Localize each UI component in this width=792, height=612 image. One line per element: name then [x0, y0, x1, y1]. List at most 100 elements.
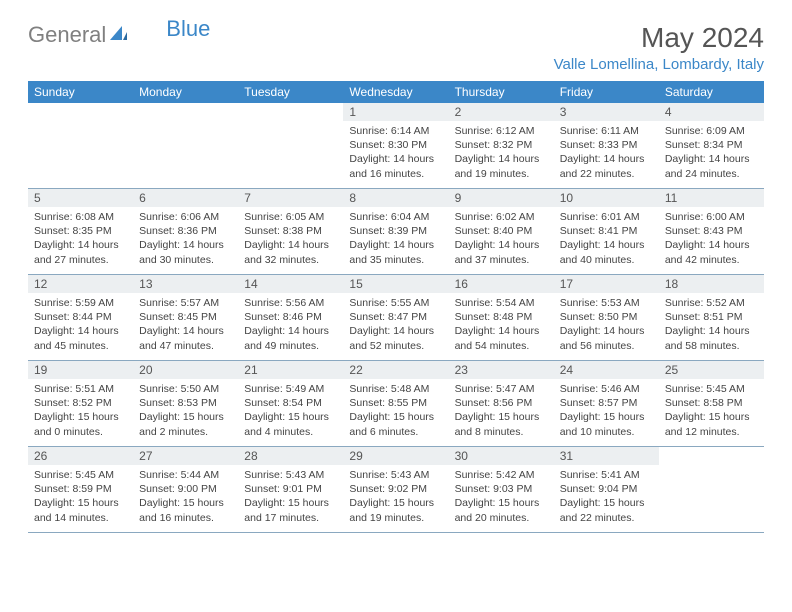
day-info: Sunrise: 6:04 AMSunset: 8:39 PMDaylight:…: [343, 207, 448, 273]
calendar-cell: 1Sunrise: 6:14 AMSunset: 8:30 PMDaylight…: [343, 103, 448, 189]
calendar-cell: 14Sunrise: 5:56 AMSunset: 8:46 PMDayligh…: [238, 275, 343, 361]
weekday-header: Wednesday: [343, 81, 448, 103]
calendar-cell: 30Sunrise: 5:42 AMSunset: 9:03 PMDayligh…: [449, 447, 554, 533]
day-info: Sunrise: 5:52 AMSunset: 8:51 PMDaylight:…: [659, 293, 764, 359]
day-info: Sunrise: 5:43 AMSunset: 9:01 PMDaylight:…: [238, 465, 343, 531]
calendar-cell: 7Sunrise: 6:05 AMSunset: 8:38 PMDaylight…: [238, 189, 343, 275]
day-number: 18: [659, 275, 764, 293]
day-number: 5: [28, 189, 133, 207]
day-number: 3: [554, 103, 659, 121]
weekday-header: Saturday: [659, 81, 764, 103]
title-block: May 2024 Valle Lomellina, Lombardy, Ital…: [554, 22, 764, 73]
calendar-cell: 17Sunrise: 5:53 AMSunset: 8:50 PMDayligh…: [554, 275, 659, 361]
calendar-cell: 4Sunrise: 6:09 AMSunset: 8:34 PMDaylight…: [659, 103, 764, 189]
day-info: Sunrise: 5:55 AMSunset: 8:47 PMDaylight:…: [343, 293, 448, 359]
calendar-cell: 25Sunrise: 5:45 AMSunset: 8:58 PMDayligh…: [659, 361, 764, 447]
calendar-cell: [238, 103, 343, 189]
day-info: Sunrise: 6:05 AMSunset: 8:38 PMDaylight:…: [238, 207, 343, 273]
calendar-cell: [659, 447, 764, 533]
calendar-cell: 15Sunrise: 5:55 AMSunset: 8:47 PMDayligh…: [343, 275, 448, 361]
day-info: Sunrise: 5:42 AMSunset: 9:03 PMDaylight:…: [449, 465, 554, 531]
day-info: Sunrise: 5:49 AMSunset: 8:54 PMDaylight:…: [238, 379, 343, 445]
day-info: Sunrise: 6:11 AMSunset: 8:33 PMDaylight:…: [554, 121, 659, 187]
calendar-cell: 6Sunrise: 6:06 AMSunset: 8:36 PMDaylight…: [133, 189, 238, 275]
day-number: 16: [449, 275, 554, 293]
day-number: 11: [659, 189, 764, 207]
day-number: 21: [238, 361, 343, 379]
calendar-cell: 5Sunrise: 6:08 AMSunset: 8:35 PMDaylight…: [28, 189, 133, 275]
header: General Blue May 2024 Valle Lomellina, L…: [28, 22, 764, 73]
day-info: Sunrise: 6:09 AMSunset: 8:34 PMDaylight:…: [659, 121, 764, 187]
calendar: SundayMondayTuesdayWednesdayThursdayFrid…: [28, 81, 764, 533]
calendar-body: 1Sunrise: 6:14 AMSunset: 8:30 PMDaylight…: [28, 103, 764, 533]
day-info: Sunrise: 5:50 AMSunset: 8:53 PMDaylight:…: [133, 379, 238, 445]
day-number: 8: [343, 189, 448, 207]
weekday-header: Friday: [554, 81, 659, 103]
day-info: Sunrise: 5:54 AMSunset: 8:48 PMDaylight:…: [449, 293, 554, 359]
calendar-cell: 13Sunrise: 5:57 AMSunset: 8:45 PMDayligh…: [133, 275, 238, 361]
logo: General Blue: [28, 22, 210, 48]
logo-text-general: General: [28, 22, 106, 48]
day-info: Sunrise: 5:44 AMSunset: 9:00 PMDaylight:…: [133, 465, 238, 531]
day-number: 26: [28, 447, 133, 465]
day-info: Sunrise: 6:06 AMSunset: 8:36 PMDaylight:…: [133, 207, 238, 273]
day-info: Sunrise: 5:48 AMSunset: 8:55 PMDaylight:…: [343, 379, 448, 445]
calendar-cell: 9Sunrise: 6:02 AMSunset: 8:40 PMDaylight…: [449, 189, 554, 275]
calendar-cell: 21Sunrise: 5:49 AMSunset: 8:54 PMDayligh…: [238, 361, 343, 447]
calendar-cell: 26Sunrise: 5:45 AMSunset: 8:59 PMDayligh…: [28, 447, 133, 533]
day-number: 14: [238, 275, 343, 293]
day-info: Sunrise: 5:41 AMSunset: 9:04 PMDaylight:…: [554, 465, 659, 531]
location: Valle Lomellina, Lombardy, Italy: [554, 56, 764, 73]
calendar-cell: 11Sunrise: 6:00 AMSunset: 8:43 PMDayligh…: [659, 189, 764, 275]
day-info: Sunrise: 6:02 AMSunset: 8:40 PMDaylight:…: [449, 207, 554, 273]
day-info: Sunrise: 5:57 AMSunset: 8:45 PMDaylight:…: [133, 293, 238, 359]
day-info: Sunrise: 6:01 AMSunset: 8:41 PMDaylight:…: [554, 207, 659, 273]
calendar-cell: 10Sunrise: 6:01 AMSunset: 8:41 PMDayligh…: [554, 189, 659, 275]
calendar-cell: 29Sunrise: 5:43 AMSunset: 9:02 PMDayligh…: [343, 447, 448, 533]
day-number: 17: [554, 275, 659, 293]
day-info: Sunrise: 6:00 AMSunset: 8:43 PMDaylight:…: [659, 207, 764, 273]
day-number: 25: [659, 361, 764, 379]
day-number: 7: [238, 189, 343, 207]
day-info: Sunrise: 6:12 AMSunset: 8:32 PMDaylight:…: [449, 121, 554, 187]
day-number: 2: [449, 103, 554, 121]
calendar-cell: [28, 103, 133, 189]
day-info: Sunrise: 6:08 AMSunset: 8:35 PMDaylight:…: [28, 207, 133, 273]
day-info: Sunrise: 5:45 AMSunset: 8:58 PMDaylight:…: [659, 379, 764, 445]
day-number: 31: [554, 447, 659, 465]
day-number: 28: [238, 447, 343, 465]
calendar-cell: 12Sunrise: 5:59 AMSunset: 8:44 PMDayligh…: [28, 275, 133, 361]
day-number: 29: [343, 447, 448, 465]
day-number: 27: [133, 447, 238, 465]
day-number: 22: [343, 361, 448, 379]
day-number: 15: [343, 275, 448, 293]
day-number: 23: [449, 361, 554, 379]
weekday-header: Sunday: [28, 81, 133, 103]
calendar-cell: 27Sunrise: 5:44 AMSunset: 9:00 PMDayligh…: [133, 447, 238, 533]
calendar-cell: 28Sunrise: 5:43 AMSunset: 9:01 PMDayligh…: [238, 447, 343, 533]
logo-sail-icon: [108, 22, 128, 48]
calendar-cell: 18Sunrise: 5:52 AMSunset: 8:51 PMDayligh…: [659, 275, 764, 361]
day-number: 13: [133, 275, 238, 293]
day-number: 30: [449, 447, 554, 465]
day-number: 20: [133, 361, 238, 379]
calendar-cell: [133, 103, 238, 189]
day-info: Sunrise: 5:45 AMSunset: 8:59 PMDaylight:…: [28, 465, 133, 531]
day-number: 19: [28, 361, 133, 379]
month-title: May 2024: [554, 22, 764, 54]
day-number: 9: [449, 189, 554, 207]
day-info: Sunrise: 5:56 AMSunset: 8:46 PMDaylight:…: [238, 293, 343, 359]
calendar-cell: 16Sunrise: 5:54 AMSunset: 8:48 PMDayligh…: [449, 275, 554, 361]
calendar-cell: 2Sunrise: 6:12 AMSunset: 8:32 PMDaylight…: [449, 103, 554, 189]
calendar-cell: 19Sunrise: 5:51 AMSunset: 8:52 PMDayligh…: [28, 361, 133, 447]
weekday-header: Tuesday: [238, 81, 343, 103]
calendar-cell: 31Sunrise: 5:41 AMSunset: 9:04 PMDayligh…: [554, 447, 659, 533]
calendar-header-row: SundayMondayTuesdayWednesdayThursdayFrid…: [28, 81, 764, 103]
day-info: Sunrise: 5:53 AMSunset: 8:50 PMDaylight:…: [554, 293, 659, 359]
calendar-cell: 8Sunrise: 6:04 AMSunset: 8:39 PMDaylight…: [343, 189, 448, 275]
day-info: Sunrise: 5:47 AMSunset: 8:56 PMDaylight:…: [449, 379, 554, 445]
calendar-cell: 20Sunrise: 5:50 AMSunset: 8:53 PMDayligh…: [133, 361, 238, 447]
day-info: Sunrise: 5:51 AMSunset: 8:52 PMDaylight:…: [28, 379, 133, 445]
day-info: Sunrise: 5:59 AMSunset: 8:44 PMDaylight:…: [28, 293, 133, 359]
calendar-cell: 22Sunrise: 5:48 AMSunset: 8:55 PMDayligh…: [343, 361, 448, 447]
